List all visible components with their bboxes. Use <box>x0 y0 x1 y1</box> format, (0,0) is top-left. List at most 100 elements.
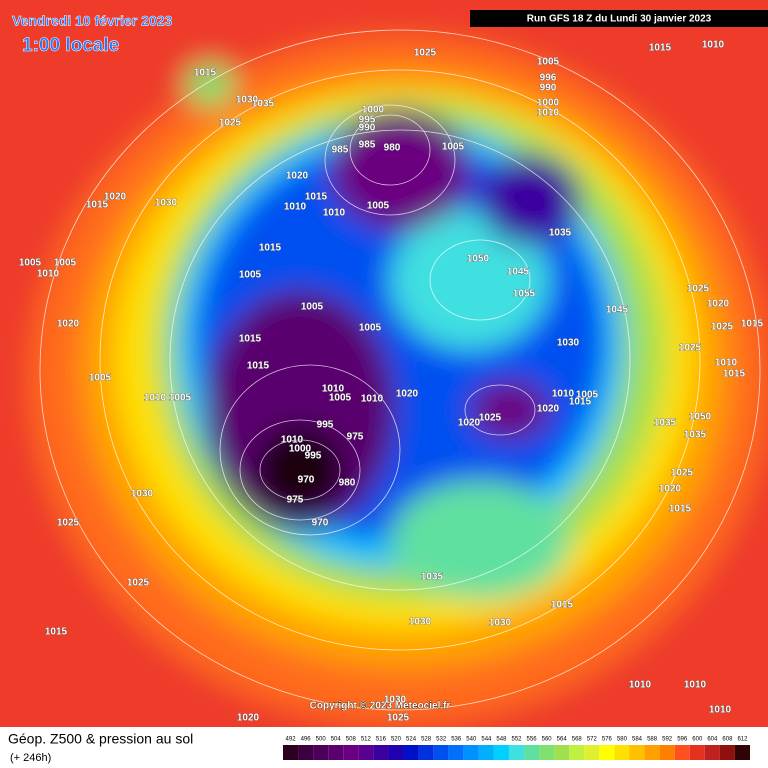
scale-label: 516 <box>376 737 387 743</box>
scale-swatch <box>403 745 419 760</box>
scale-label: 528 <box>421 737 432 743</box>
isobar-label: 1005 <box>54 258 77 269</box>
scale-label: 600 <box>692 737 703 743</box>
scale-label: 580 <box>617 737 628 743</box>
isobar-label: 985 <box>332 145 349 156</box>
scale-label: 540 <box>466 737 477 743</box>
scale-label: 524 <box>406 737 417 743</box>
isobar-label: 980 <box>339 478 356 489</box>
scale-swatch <box>614 745 630 760</box>
scale-label: 612 <box>737 737 748 743</box>
isobar-label: 1010 <box>684 680 707 691</box>
isobar-label: 1005 <box>367 201 390 212</box>
isobar-label: 1015 <box>551 600 574 611</box>
isobar-label: 995 <box>305 451 322 462</box>
scale-swatch <box>734 745 750 760</box>
scale-label: 500 <box>316 737 327 743</box>
isobar-label: 1045 <box>606 305 629 316</box>
isobar-label: 1005 <box>169 393 192 404</box>
isobar-label: 1015 <box>305 192 328 203</box>
isobar-label: 1015 <box>669 504 692 515</box>
isobar-label: 1030 <box>155 198 178 209</box>
isobar-label: 1005 <box>301 302 324 313</box>
isobar-label: 1020 <box>458 418 481 429</box>
isobar-label: 1025 <box>57 518 80 529</box>
scale-label: 564 <box>557 737 568 743</box>
isobar-label: 1025 <box>414 48 437 59</box>
isobar-label: 1020 <box>104 192 127 203</box>
isobar-label: 1010 <box>323 208 346 219</box>
isobar-label: 1010 <box>361 394 384 405</box>
isobar-label: 995 <box>317 420 334 431</box>
scale-label: 584 <box>632 737 643 743</box>
scale-label: 560 <box>542 737 553 743</box>
isobar-label: 1010 <box>715 358 738 369</box>
isobar-label: 1000 <box>362 105 385 116</box>
isobar-label: 1025 <box>479 413 502 424</box>
scale-swatch <box>719 745 735 760</box>
scale-swatch <box>433 745 449 760</box>
isobar-label: 1035 <box>684 430 707 441</box>
isobar-label: 1025 <box>687 284 710 295</box>
scale-swatch <box>313 745 329 760</box>
isobar-label: 1015 <box>741 319 764 330</box>
scale-swatch <box>659 745 675 760</box>
isobar-label: 990 <box>359 123 376 134</box>
scale-label: 512 <box>361 737 372 743</box>
scale-swatch <box>448 745 464 760</box>
isobar-label: 1015 <box>194 68 217 79</box>
scale-label: 596 <box>677 737 688 743</box>
scale-label: 608 <box>722 737 733 743</box>
scale-swatch <box>478 745 494 760</box>
scale-label: 552 <box>511 737 522 743</box>
isobar-label: 1015 <box>247 361 270 372</box>
scale-swatch <box>569 745 585 760</box>
scale-swatch <box>539 745 555 760</box>
scale-label: 604 <box>707 737 718 743</box>
isobar-label: 1030 <box>409 617 432 628</box>
scale-label: 576 <box>602 737 613 743</box>
isobar-label: 1010 <box>281 435 304 446</box>
scale-label: 508 <box>346 737 357 743</box>
scale-label: 588 <box>647 737 658 743</box>
scale-swatch <box>674 745 690 760</box>
scale-swatch <box>388 745 404 760</box>
isobar-label: 1035 <box>549 228 572 239</box>
scale-swatch <box>508 745 525 760</box>
isobar-label: 1010 <box>144 393 167 404</box>
isobar-label: 1025 <box>711 322 734 333</box>
scale-label: 544 <box>481 737 492 743</box>
isobar-label: 1005 <box>537 57 560 68</box>
isobar-label: 1005 <box>19 258 42 269</box>
isobar-label: 1015 <box>649 43 672 54</box>
scale-swatch <box>283 745 299 760</box>
isobar-label: 975 <box>347 432 364 443</box>
isobar-label: 1005 <box>89 373 112 384</box>
isobar-label: 1025 <box>127 578 150 589</box>
copyright: Copyright © 2023 Meteociel.fr <box>310 701 451 712</box>
isobar-label: 980 <box>384 143 401 154</box>
run-banner <box>470 10 768 27</box>
scale-swatch <box>463 745 479 760</box>
isobar-label: 1015 <box>239 334 262 345</box>
isobar-label: 1035 <box>421 572 444 583</box>
isobar-label: 1010 <box>552 389 575 400</box>
footer-title: Géop. Z500 & pression au sol <box>8 731 193 747</box>
isobar-label: 1030 <box>236 95 259 106</box>
isobar-label: 1010 <box>322 384 345 395</box>
isobar-label: 970 <box>312 518 329 529</box>
isobar-label: 1010 <box>37 269 60 280</box>
isobar-label: 1010 <box>709 705 732 716</box>
isobar-label: 1010 <box>629 680 652 691</box>
isobar-label: 995 <box>359 115 376 126</box>
isobar-label: 1010 <box>284 202 307 213</box>
isobar-label: 1020 <box>659 484 682 495</box>
isobar-label: 1010 <box>702 40 725 51</box>
isobar-label: 996 <box>540 73 557 84</box>
scale-swatch <box>298 745 314 760</box>
isobar-label: 1010 <box>537 108 560 119</box>
isobar-label: 1005 <box>576 390 599 401</box>
isobar-label: 1025 <box>387 713 410 724</box>
isobar-label: 1035 <box>252 99 275 110</box>
